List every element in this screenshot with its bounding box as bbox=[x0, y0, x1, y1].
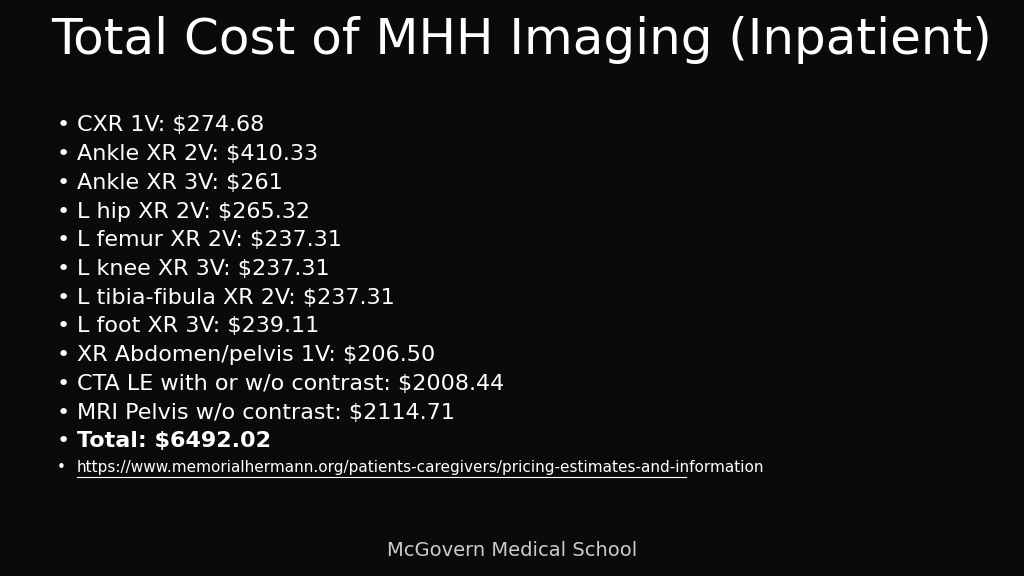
Text: L femur XR 2V: $237.31: L femur XR 2V: $237.31 bbox=[77, 230, 342, 250]
Text: L knee XR 3V: $237.31: L knee XR 3V: $237.31 bbox=[77, 259, 330, 279]
Text: Total: $6492.02: Total: $6492.02 bbox=[77, 431, 270, 452]
Text: L foot XR 3V: $239.11: L foot XR 3V: $239.11 bbox=[77, 316, 319, 336]
Text: •: • bbox=[56, 460, 66, 475]
Text: •: • bbox=[56, 403, 70, 423]
Text: •: • bbox=[56, 230, 70, 250]
Text: •: • bbox=[56, 316, 70, 336]
Text: MRI Pelvis w/o contrast: $2114.71: MRI Pelvis w/o contrast: $2114.71 bbox=[77, 403, 455, 423]
Text: •: • bbox=[56, 374, 70, 394]
Text: XR Abdomen/pelvis 1V: $206.50: XR Abdomen/pelvis 1V: $206.50 bbox=[77, 345, 435, 365]
Text: Ankle XR 3V: $261: Ankle XR 3V: $261 bbox=[77, 173, 283, 193]
Text: Ankle XR 2V: $410.33: Ankle XR 2V: $410.33 bbox=[77, 144, 317, 164]
Text: •: • bbox=[56, 144, 70, 164]
Text: •: • bbox=[56, 287, 70, 308]
Text: •: • bbox=[56, 431, 70, 452]
Text: •: • bbox=[56, 345, 70, 365]
Text: L hip XR 2V: $265.32: L hip XR 2V: $265.32 bbox=[77, 202, 310, 222]
Text: Total Cost of MHH Imaging (Inpatient): Total Cost of MHH Imaging (Inpatient) bbox=[51, 16, 992, 64]
Text: CTA LE with or w/o contrast: $2008.44: CTA LE with or w/o contrast: $2008.44 bbox=[77, 374, 504, 394]
Text: •: • bbox=[56, 259, 70, 279]
Text: https://www.memorialhermann.org/patients-caregivers/pricing-estimates-and-inform: https://www.memorialhermann.org/patients… bbox=[77, 460, 764, 475]
Text: •: • bbox=[56, 115, 70, 135]
Text: L tibia-fibula XR 2V: $237.31: L tibia-fibula XR 2V: $237.31 bbox=[77, 287, 394, 308]
Text: •: • bbox=[56, 173, 70, 193]
Text: CXR 1V: $274.68: CXR 1V: $274.68 bbox=[77, 115, 264, 135]
Text: •: • bbox=[56, 202, 70, 222]
Text: McGovern Medical School: McGovern Medical School bbox=[387, 541, 637, 559]
